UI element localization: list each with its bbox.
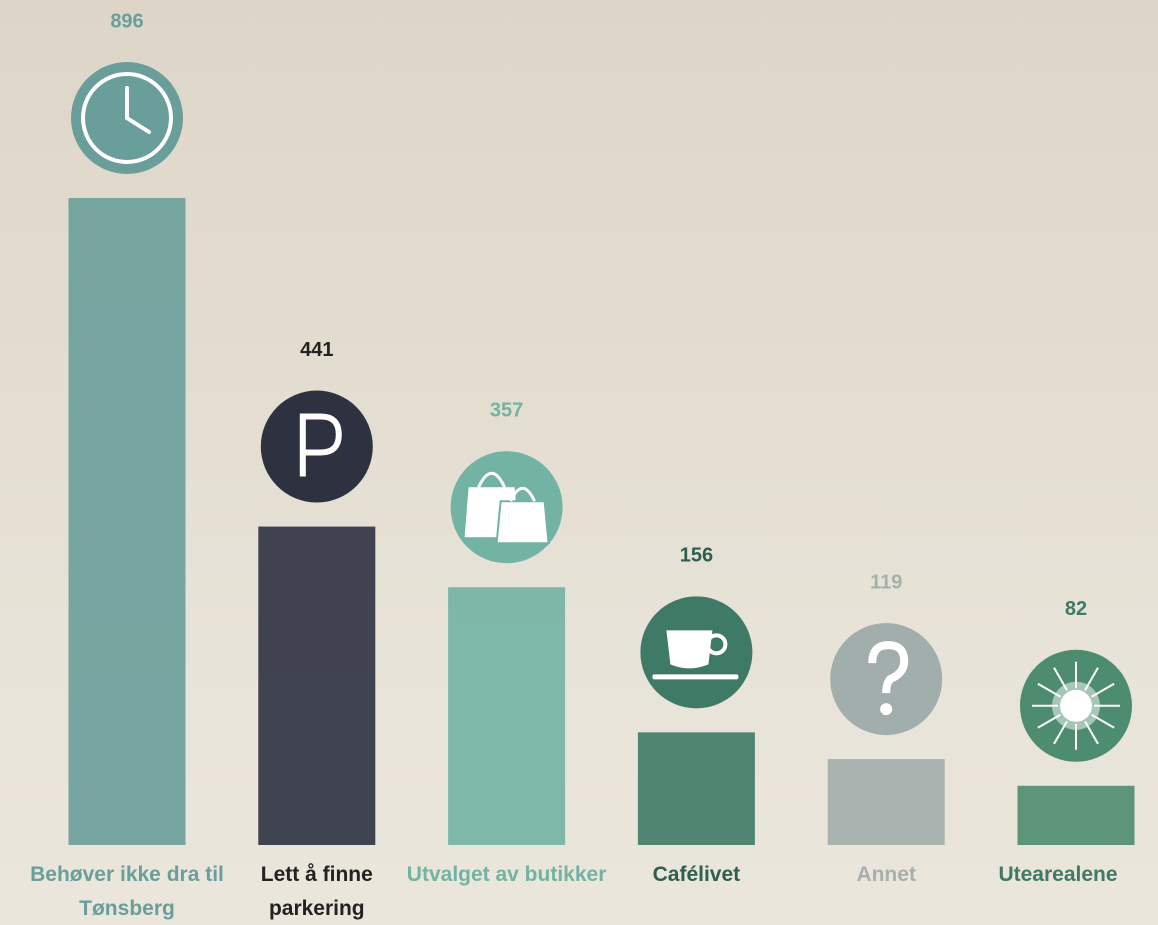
- bar: [448, 587, 566, 845]
- bar: [68, 198, 186, 845]
- icon: [71, 62, 183, 174]
- clock-face: [81, 72, 173, 164]
- icon: [1020, 649, 1132, 762]
- value-label: 357: [490, 399, 523, 421]
- value-label: 82: [1065, 598, 1087, 620]
- question-dot: [880, 703, 893, 716]
- icon-circle: [260, 390, 373, 503]
- icon: [450, 451, 563, 564]
- category-label: Utearealene: [998, 863, 1118, 886]
- category-label: Annet: [856, 863, 916, 886]
- cup: [666, 630, 713, 669]
- category-label: Cafélivet: [652, 863, 741, 886]
- sun-core: [1060, 689, 1092, 722]
- bar: [827, 759, 945, 845]
- bag-2: [495, 500, 550, 545]
- icon: [260, 390, 373, 503]
- category-label: Behøver ikke dra til Tønsberg: [30, 863, 224, 920]
- icon: [640, 596, 753, 709]
- cup-handle: [705, 633, 728, 656]
- saucer: [652, 674, 739, 680]
- value-label: 896: [110, 10, 143, 32]
- value-label: 119: [870, 571, 902, 593]
- parking-p: [299, 413, 342, 477]
- icon: [830, 623, 943, 736]
- value-label: 156: [680, 545, 713, 567]
- bar: [637, 732, 755, 845]
- question: [868, 641, 909, 694]
- value-label: 441: [300, 339, 333, 361]
- category-label: Lett å finne parkering: [260, 863, 373, 920]
- bar: [258, 526, 376, 845]
- bag-1-handle: [477, 471, 506, 488]
- category-label: Utvalget av butikker: [406, 863, 607, 886]
- bag-2-handle: [509, 486, 536, 502]
- clock-hands: [125, 86, 151, 134]
- bar: [1017, 785, 1135, 845]
